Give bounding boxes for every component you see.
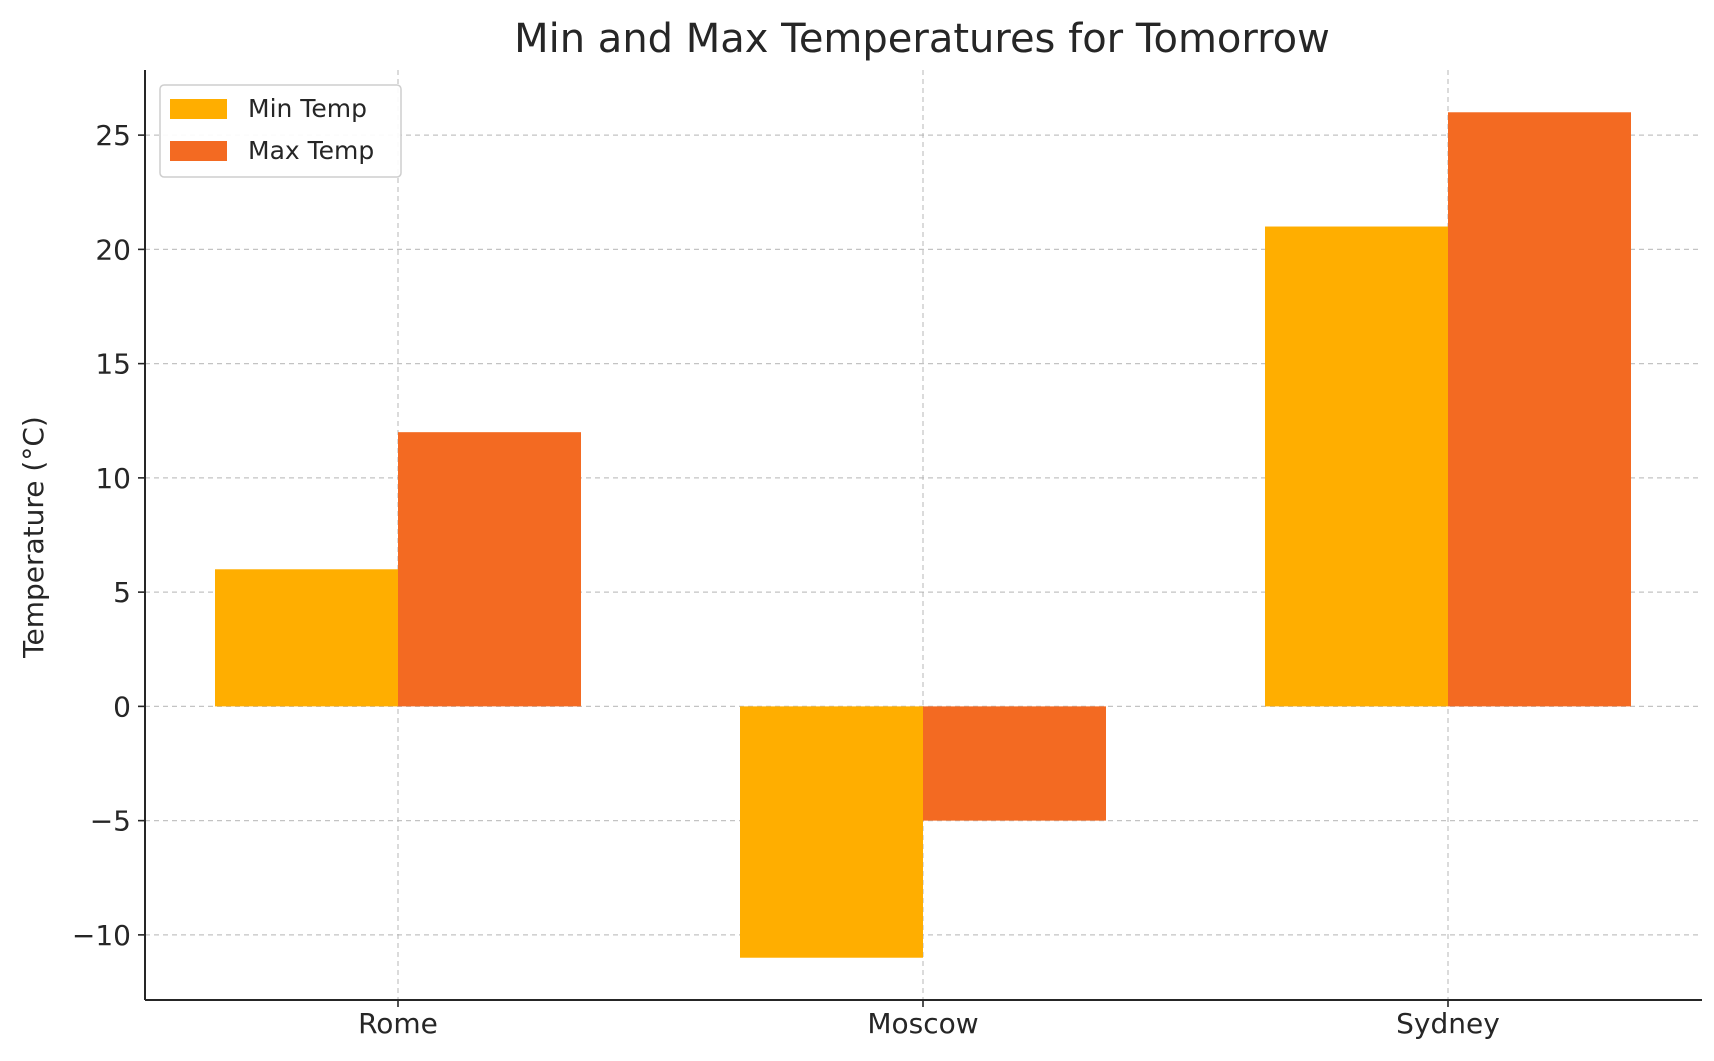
x-tick-label-moscow: Moscow [867, 1007, 978, 1040]
y-tick-label: 15 [95, 348, 131, 381]
y-tick-label: 10 [95, 462, 131, 495]
y-tick-label: 5 [113, 576, 131, 609]
bar-max-temp-moscow [923, 706, 1106, 821]
bars [215, 112, 1631, 958]
y-tick-label: −10 [72, 919, 131, 952]
chart-title: Min and Max Temperatures for Tomorrow [514, 16, 1330, 62]
bar-min-temp-moscow [740, 706, 923, 958]
x-tick-label-rome: Rome [358, 1007, 438, 1040]
y-axis-label: Temperature (°C) [17, 416, 50, 659]
y-tick-label: −5 [90, 805, 131, 838]
bar-min-temp-rome [215, 569, 398, 707]
y-tick-label: 25 [95, 119, 131, 152]
x-tick-label-sydney: Sydney [1396, 1007, 1500, 1040]
legend-label-min-temp: Min Temp [248, 94, 367, 123]
bar-min-temp-sydney [1265, 226, 1448, 707]
bar-max-temp-rome [398, 432, 581, 707]
legend-swatch-max-temp [170, 141, 227, 161]
bar-max-temp-sydney [1448, 112, 1631, 707]
y-tick-label: 20 [95, 233, 131, 266]
legend: Min Temp Max Temp [159, 84, 402, 178]
legend-swatch-min-temp [170, 99, 227, 119]
tick-labels: −10 −5 0 5 10 15 20 25 Rome Moscow Sydney [72, 119, 1500, 1040]
y-tick-label: 0 [113, 690, 131, 723]
legend-label-max-temp: Max Temp [248, 136, 374, 165]
